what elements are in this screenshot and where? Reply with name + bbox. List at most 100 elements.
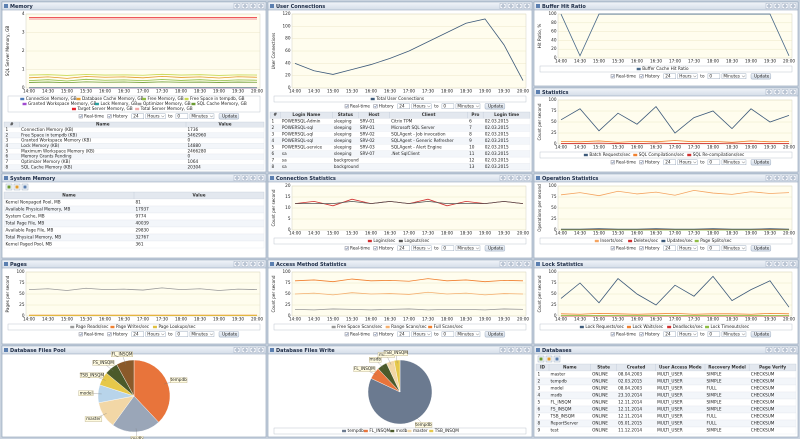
- header-button[interactable]: [507, 3, 515, 9]
- number-input[interactable]: [441, 103, 455, 110]
- header-button[interactable]: [249, 347, 257, 353]
- number-input[interactable]: [397, 331, 410, 337]
- unit-select[interactable]: [411, 331, 432, 337]
- unit-select[interactable]: [677, 245, 698, 252]
- header-button[interactable]: [789, 175, 797, 181]
- number-input[interactable]: [131, 331, 145, 337]
- update-button[interactable]: [484, 331, 505, 338]
- number-input[interactable]: [663, 331, 676, 337]
- header-button[interactable]: [233, 347, 241, 353]
- unit-select[interactable]: [455, 331, 481, 337]
- header-button[interactable]: [233, 3, 241, 9]
- unit-select[interactable]: [721, 245, 747, 252]
- checkbox[interactable]: [78, 114, 83, 119]
- header-button[interactable]: [523, 3, 531, 9]
- header-button[interactable]: [241, 347, 249, 353]
- checkbox[interactable]: [639, 332, 644, 337]
- update-button[interactable]: [750, 331, 771, 338]
- update-button[interactable]: [750, 73, 771, 80]
- header-button[interactable]: [765, 175, 773, 181]
- header-button[interactable]: [507, 347, 515, 353]
- checkbox[interactable]: [639, 246, 644, 251]
- header-button[interactable]: [257, 3, 265, 9]
- unit-select[interactable]: [721, 159, 747, 166]
- number-input[interactable]: [397, 245, 410, 252]
- unit-select[interactable]: [145, 331, 166, 337]
- number-input[interactable]: [663, 159, 676, 166]
- unit-select[interactable]: [677, 73, 698, 80]
- checkbox[interactable]: [610, 246, 615, 251]
- header-button[interactable]: [781, 3, 789, 9]
- header-button[interactable]: [257, 175, 265, 181]
- update-button[interactable]: [484, 103, 505, 110]
- header-button[interactable]: [765, 261, 773, 267]
- header-button[interactable]: [515, 261, 523, 267]
- unit-select[interactable]: [455, 245, 481, 252]
- header-button[interactable]: [781, 175, 789, 181]
- unit-select[interactable]: [721, 331, 747, 337]
- header-button[interactable]: [257, 261, 265, 267]
- checkbox[interactable]: [344, 104, 349, 109]
- header-button[interactable]: [789, 261, 797, 267]
- unit-select[interactable]: [721, 73, 747, 80]
- checkbox[interactable]: [610, 332, 615, 337]
- unit-select[interactable]: [411, 103, 432, 110]
- checkbox[interactable]: [107, 332, 112, 337]
- header-button[interactable]: [507, 261, 515, 267]
- header-button[interactable]: [765, 347, 773, 353]
- header-button[interactable]: [499, 3, 507, 9]
- checkbox[interactable]: [78, 332, 83, 337]
- header-button[interactable]: [789, 3, 797, 9]
- header-button[interactable]: [781, 347, 789, 353]
- update-button[interactable]: [218, 113, 239, 120]
- number-input[interactable]: [707, 331, 721, 337]
- header-button[interactable]: [765, 3, 773, 9]
- header-button[interactable]: [523, 175, 531, 181]
- checkbox[interactable]: [344, 332, 349, 337]
- number-input[interactable]: [441, 331, 455, 337]
- number-input[interactable]: [663, 245, 676, 252]
- update-button[interactable]: [750, 245, 771, 252]
- header-button[interactable]: [233, 261, 241, 267]
- checkbox[interactable]: [373, 104, 378, 109]
- checkbox[interactable]: [639, 160, 644, 165]
- header-button[interactable]: [507, 175, 515, 181]
- number-input[interactable]: [663, 73, 676, 80]
- header-button[interactable]: [765, 89, 773, 95]
- number-input[interactable]: [175, 113, 189, 120]
- checkbox[interactable]: [610, 74, 615, 79]
- unit-select[interactable]: [189, 331, 215, 337]
- header-button[interactable]: [241, 3, 249, 9]
- header-button[interactable]: [241, 261, 249, 267]
- unit-select[interactable]: [677, 331, 698, 337]
- header-button[interactable]: [515, 175, 523, 181]
- number-input[interactable]: [397, 103, 410, 110]
- header-button[interactable]: [789, 347, 797, 353]
- header-button[interactable]: [523, 261, 531, 267]
- checkbox[interactable]: [373, 332, 378, 337]
- header-button[interactable]: [773, 3, 781, 9]
- unit-select[interactable]: [455, 103, 481, 110]
- number-input[interactable]: [175, 331, 189, 337]
- update-button[interactable]: [218, 331, 239, 338]
- header-button[interactable]: [515, 3, 523, 9]
- header-button[interactable]: [499, 347, 507, 353]
- checkbox[interactable]: [107, 114, 112, 119]
- header-button[interactable]: [499, 175, 507, 181]
- number-input[interactable]: [707, 245, 721, 252]
- number-input[interactable]: [131, 113, 145, 120]
- header-button[interactable]: [233, 175, 241, 181]
- number-input[interactable]: [441, 245, 455, 252]
- number-input[interactable]: [707, 159, 721, 166]
- header-button[interactable]: [789, 89, 797, 95]
- header-button[interactable]: [249, 175, 257, 181]
- header-button[interactable]: [249, 261, 257, 267]
- header-button[interactable]: [781, 261, 789, 267]
- header-button[interactable]: [781, 89, 789, 95]
- unit-select[interactable]: [145, 113, 166, 120]
- header-button[interactable]: [773, 261, 781, 267]
- header-button[interactable]: [773, 347, 781, 353]
- unit-select[interactable]: [677, 159, 698, 166]
- checkbox[interactable]: [639, 74, 644, 79]
- header-button[interactable]: [523, 347, 531, 353]
